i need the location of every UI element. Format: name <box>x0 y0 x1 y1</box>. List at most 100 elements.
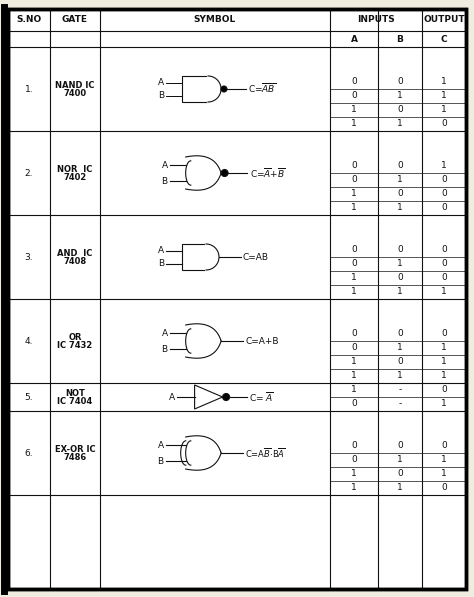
Text: 0: 0 <box>441 245 447 254</box>
Text: 1: 1 <box>441 371 447 380</box>
Text: B: B <box>162 344 168 353</box>
Text: 1: 1 <box>351 288 357 297</box>
Text: -: - <box>398 399 401 408</box>
Text: 1: 1 <box>397 204 403 213</box>
Text: 1: 1 <box>351 106 357 115</box>
Text: 0: 0 <box>441 189 447 198</box>
Text: 0: 0 <box>441 119 447 128</box>
Text: B: B <box>158 91 164 100</box>
Text: 7400: 7400 <box>64 88 87 97</box>
Text: 1: 1 <box>441 91 447 100</box>
Text: 6.: 6. <box>25 448 33 457</box>
Text: 3.: 3. <box>25 253 33 261</box>
Circle shape <box>221 170 228 177</box>
Text: INPUTS: INPUTS <box>357 16 395 24</box>
Text: 1: 1 <box>351 273 357 282</box>
Text: 0: 0 <box>397 469 403 479</box>
Text: 1: 1 <box>441 456 447 464</box>
Text: IC 7404: IC 7404 <box>57 396 92 405</box>
Text: S.NO: S.NO <box>17 16 42 24</box>
Text: C=$\overline{A}$+$\overline{B}$: C=$\overline{A}$+$\overline{B}$ <box>250 166 285 180</box>
Text: 1: 1 <box>397 343 403 352</box>
Text: 7408: 7408 <box>64 257 87 266</box>
Text: 0: 0 <box>351 343 357 352</box>
Text: 0: 0 <box>351 260 357 269</box>
Text: C: C <box>441 35 447 44</box>
Text: C=AB: C=AB <box>243 253 269 261</box>
Text: 0: 0 <box>397 106 403 115</box>
Text: 1: 1 <box>441 162 447 171</box>
Text: SYMBOL: SYMBOL <box>194 16 236 24</box>
Text: 7402: 7402 <box>64 173 87 181</box>
Text: 0: 0 <box>351 245 357 254</box>
Text: C= $\overline{A}$: C= $\overline{A}$ <box>248 390 273 404</box>
Text: 1: 1 <box>397 260 403 269</box>
Text: 0: 0 <box>397 245 403 254</box>
Text: B: B <box>158 259 164 268</box>
Text: 1: 1 <box>441 469 447 479</box>
Text: 0: 0 <box>441 442 447 451</box>
Text: 0: 0 <box>351 399 357 408</box>
Text: EX-OR IC: EX-OR IC <box>55 445 95 454</box>
Text: NAND IC: NAND IC <box>55 81 95 90</box>
Text: 1: 1 <box>397 484 403 493</box>
Text: NOT: NOT <box>65 389 85 398</box>
Text: 1: 1 <box>351 371 357 380</box>
Text: 1: 1 <box>351 386 357 395</box>
Text: A: A <box>158 78 164 87</box>
Text: A: A <box>168 392 174 402</box>
Text: A: A <box>157 441 164 450</box>
Text: 0: 0 <box>441 204 447 213</box>
Polygon shape <box>206 244 219 270</box>
Text: 0: 0 <box>397 162 403 171</box>
Text: B: B <box>162 177 168 186</box>
Text: 0: 0 <box>351 162 357 171</box>
Polygon shape <box>195 385 223 409</box>
Text: 0: 0 <box>351 91 357 100</box>
Text: 1: 1 <box>397 371 403 380</box>
Polygon shape <box>186 436 221 470</box>
Text: B: B <box>397 35 403 44</box>
Text: 1: 1 <box>441 399 447 408</box>
Text: 0: 0 <box>397 78 403 87</box>
Text: B: B <box>157 457 164 466</box>
Text: NOR  IC: NOR IC <box>57 165 93 174</box>
Text: GATE: GATE <box>62 16 88 24</box>
Text: -: - <box>398 386 401 395</box>
Text: 0: 0 <box>397 330 403 338</box>
Text: 4.: 4. <box>25 337 33 346</box>
Text: 1: 1 <box>441 78 447 87</box>
Text: 1: 1 <box>441 358 447 367</box>
Text: 0: 0 <box>441 330 447 338</box>
Text: A: A <box>162 161 168 170</box>
Circle shape <box>221 86 227 92</box>
Text: 0: 0 <box>351 330 357 338</box>
Bar <box>182 244 206 270</box>
Text: 1: 1 <box>397 119 403 128</box>
Text: 0: 0 <box>441 260 447 269</box>
Text: 0: 0 <box>351 442 357 451</box>
Text: 5.: 5. <box>25 392 33 402</box>
Text: 1: 1 <box>351 469 357 479</box>
Text: 0: 0 <box>351 456 357 464</box>
Text: 1: 1 <box>397 456 403 464</box>
Text: IC 7432: IC 7432 <box>57 340 92 349</box>
Text: 0: 0 <box>351 176 357 184</box>
Bar <box>182 76 208 102</box>
Text: 1: 1 <box>351 189 357 198</box>
Text: 1.: 1. <box>25 85 33 94</box>
Text: OUTPUT: OUTPUT <box>423 16 465 24</box>
Text: 1: 1 <box>351 204 357 213</box>
Text: A: A <box>158 246 164 255</box>
Text: 7486: 7486 <box>64 453 87 461</box>
Text: 2.: 2. <box>25 168 33 177</box>
Text: 1: 1 <box>441 106 447 115</box>
Text: 1: 1 <box>441 343 447 352</box>
Text: C=$\overline{A}\overline{B}$: C=$\overline{A}\overline{B}$ <box>248 81 276 95</box>
Text: A: A <box>350 35 357 44</box>
Text: 0: 0 <box>397 442 403 451</box>
Text: A: A <box>162 328 168 337</box>
Text: 1: 1 <box>441 288 447 297</box>
Text: 1: 1 <box>351 358 357 367</box>
Text: 1: 1 <box>351 484 357 493</box>
